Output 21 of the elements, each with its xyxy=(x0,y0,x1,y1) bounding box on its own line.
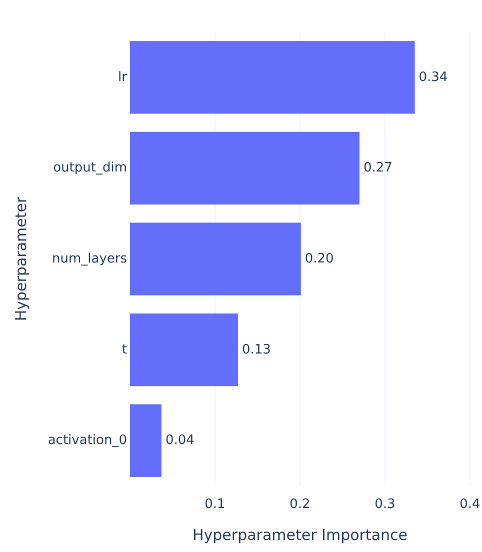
bar xyxy=(130,313,238,386)
bar xyxy=(130,132,360,205)
y-axis-title: Hyperparameter xyxy=(12,196,30,322)
data-label: 0.04 xyxy=(165,433,194,448)
x-axis-title: Hyperparameter Importance xyxy=(192,526,408,544)
y-tick-label: activation_0 xyxy=(48,433,127,448)
x-tick-label: 0.1 xyxy=(204,497,226,512)
x-tick-label: 0.3 xyxy=(374,497,396,512)
data-label: 0.13 xyxy=(242,342,271,358)
bar xyxy=(130,404,162,477)
x-tick-label: 0.4 xyxy=(460,497,480,512)
bar xyxy=(130,41,415,114)
y-tick-label: t xyxy=(122,342,127,358)
data-label: 0.27 xyxy=(364,160,392,176)
y-tick-label: lr xyxy=(118,70,128,85)
data-label: 0.20 xyxy=(304,252,334,266)
y-tick-label: num_layers xyxy=(52,252,128,266)
y-tick-label: output_dim xyxy=(53,160,127,176)
bar xyxy=(130,222,301,296)
x-tick-label: 0.2 xyxy=(290,497,310,512)
data-label: 0.34 xyxy=(418,70,448,85)
